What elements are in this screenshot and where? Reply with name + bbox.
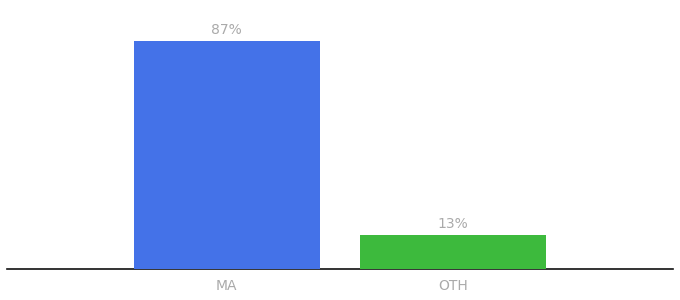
Text: 13%: 13% <box>438 217 469 231</box>
Text: 87%: 87% <box>211 23 242 37</box>
Bar <box>360 235 547 269</box>
Bar <box>133 41 320 269</box>
